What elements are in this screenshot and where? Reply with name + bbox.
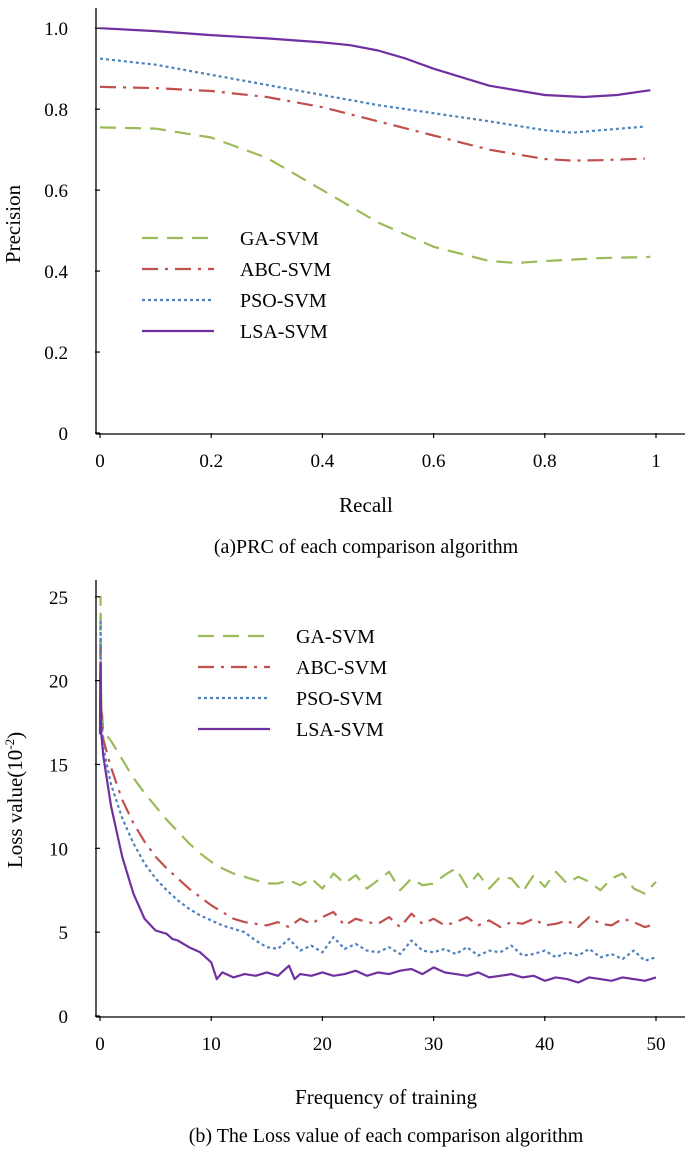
a-x-tick-label: 0.4: [311, 451, 335, 472]
b-series-pso-svm: [98, 620, 657, 962]
b-y-tick-label: 25: [49, 588, 68, 609]
b-x-tick-label: 30: [424, 1034, 443, 1055]
a-series-ga-svm: [99, 126, 651, 265]
chart-a-legend: GA-SVM ABC-SVM PSO-SVM LSA-SVM: [142, 228, 331, 343]
chart-b-y-label: Loss value(10-2): [2, 732, 27, 868]
a-y-tick-label: 0.8: [44, 100, 68, 121]
a-series-pso-svm: [99, 57, 645, 134]
a-x-tick-label: 0.2: [199, 451, 223, 472]
a-y-tick-label: 0.2: [44, 343, 68, 364]
b-legend-label-pso-svm: PSO-SVM: [296, 688, 383, 710]
chart-b-y-label-superscript: -2: [2, 739, 17, 750]
a-y-tick-label: 0.4: [44, 262, 68, 283]
b-x-tick-label: 20: [313, 1034, 332, 1055]
b-legend-label-abc-svm: ABC-SVM: [296, 657, 387, 679]
chart-a-y-label: Precision: [1, 184, 25, 263]
a-legend-label-lsa-svm: LSA-SVM: [240, 321, 328, 343]
chart-a-caption: (a)PRC of each comparison algorithm: [214, 536, 519, 558]
a-series-abc-svm: [99, 85, 645, 162]
a-x-tick-label: 0.8: [533, 451, 557, 472]
b-y-tick-label: 20: [49, 672, 68, 693]
b-y-tick-label: 5: [59, 923, 69, 944]
chart-b-y-label-suffix: ): [3, 732, 27, 739]
a-y-tick-label: 0.6: [44, 181, 68, 202]
b-x-tick-label: 50: [647, 1034, 666, 1055]
chart-b-caption: (b) The Loss value of each comparison al…: [189, 1125, 584, 1147]
chart-a: 0 0.2 0.4 0.6 0.8 1 0 0.2 0.4 0.6 0.8 1.0 Recall Pr…: [1, 8, 685, 558]
a-legend-label-ga-svm: GA-SVM: [240, 228, 319, 250]
b-x-tick-label: 40: [535, 1034, 554, 1055]
b-y-tick-label: 0: [59, 1007, 69, 1028]
a-legend-label-abc-svm: ABC-SVM: [240, 259, 331, 281]
a-x-tick-label: 0.6: [422, 451, 446, 472]
a-x-tick-label: 0: [95, 451, 105, 472]
b-x-tick-label: 10: [202, 1034, 221, 1055]
chart-b-y-label-main: Loss value(10: [3, 750, 27, 868]
b-legend-label-ga-svm: GA-SVM: [296, 626, 375, 648]
a-series-lsa-svm: [99, 27, 651, 99]
b-legend-label-lsa-svm: LSA-SVM: [296, 719, 384, 741]
b-series-ga-svm: [98, 595, 657, 895]
b-y-tick-label: 15: [49, 755, 68, 776]
b-series-lsa-svm: [98, 662, 657, 984]
chart-b: 0 10 20 30 40 50 0 5 10 15 20 25 Frequency of train…: [2, 580, 685, 1147]
b-series-abc-svm: [98, 645, 657, 929]
chart-a-x-label: Recall: [339, 493, 393, 517]
b-y-tick-label: 10: [49, 839, 68, 860]
chart-b-legend: GA-SVM ABC-SVM PSO-SVM LSA-SVM: [198, 626, 387, 741]
a-y-tick-label: 1.0: [44, 19, 68, 40]
a-x-tick-label: 1: [651, 451, 661, 472]
b-x-tick-label: 0: [95, 1034, 105, 1055]
a-legend-label-pso-svm: PSO-SVM: [240, 290, 327, 312]
a-y-tick-label: 0: [59, 424, 69, 445]
chart-b-x-label: Frequency of training: [295, 1085, 477, 1109]
